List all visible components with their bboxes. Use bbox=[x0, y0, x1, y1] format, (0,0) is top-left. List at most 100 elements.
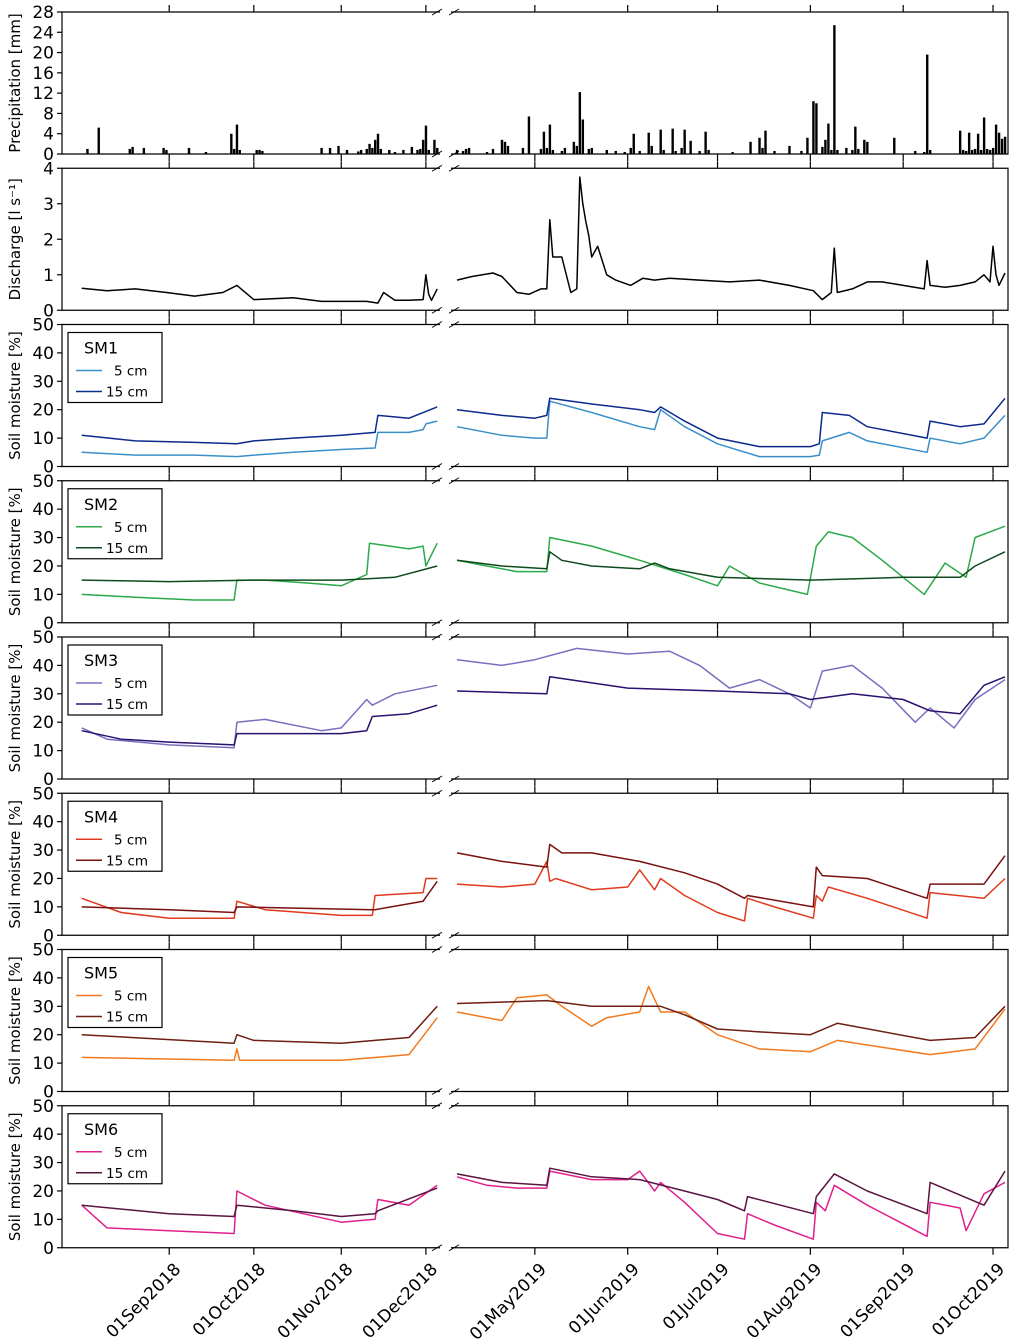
precipitation-bar bbox=[187, 147, 191, 154]
precipitation-bar bbox=[485, 151, 489, 154]
precipitation-bar bbox=[961, 149, 965, 154]
axis-break-mark bbox=[448, 463, 460, 470]
precipitation-bar bbox=[659, 129, 662, 154]
y-tick-label: 20 bbox=[32, 1182, 54, 1202]
axis-break-marks bbox=[431, 164, 460, 314]
axis-break-mark bbox=[448, 477, 460, 485]
precipitation-bar bbox=[255, 149, 258, 154]
precipitation-bar bbox=[235, 124, 239, 154]
precipitation-bar bbox=[376, 133, 380, 154]
series-segment bbox=[456, 999, 1006, 1042]
precipitation-bar bbox=[503, 141, 507, 154]
precipitation-bar bbox=[830, 149, 833, 154]
precipitation-bar bbox=[704, 131, 707, 154]
axis-break-mark bbox=[448, 789, 460, 797]
y-tick-label: 40 bbox=[32, 500, 54, 520]
precipitation-bar bbox=[527, 116, 531, 154]
legend: SM2 5 cm 15 cm bbox=[67, 488, 163, 560]
precipitation-bar bbox=[545, 147, 549, 154]
y-tick-label: 40 bbox=[32, 344, 54, 364]
y-tick-label: 2 bbox=[43, 230, 54, 250]
y-tick-label: 0 bbox=[43, 1083, 54, 1103]
series-line-2 bbox=[81, 397, 1006, 448]
precipitation-bar bbox=[590, 147, 594, 154]
axes-frame-right-segment bbox=[451, 636, 1009, 780]
axis-break-marks bbox=[431, 8, 460, 158]
precipitation-bar bbox=[821, 146, 824, 154]
y-axis-label: Soil moisture [%] bbox=[6, 956, 24, 1085]
axes-frame-left-segment bbox=[61, 323, 440, 468]
axis-break-mark bbox=[448, 1244, 460, 1252]
legend-label: 5 cm bbox=[114, 1145, 147, 1161]
y-tick-label: 1 bbox=[43, 266, 54, 286]
y-tick-label: 20 bbox=[32, 44, 54, 64]
y-tick-label: 30 bbox=[32, 372, 54, 392]
axis-break-mark bbox=[431, 306, 443, 314]
y-tick-label: 0 bbox=[43, 458, 54, 478]
series-line-1 bbox=[81, 985, 1006, 1062]
y-tick-label: 50 bbox=[32, 472, 54, 492]
precipitation-bar bbox=[854, 126, 857, 154]
legend: SM5 5 cm 15 cm bbox=[67, 956, 163, 1029]
precipitation-bar bbox=[836, 149, 839, 154]
precipitation-bar bbox=[914, 150, 917, 154]
legend-label: 5 cm bbox=[114, 989, 147, 1005]
panel-2: 0 1 2 3 4 Discharge [l s⁻¹] bbox=[6, 159, 1009, 321]
y-tick-label: 0 bbox=[43, 770, 54, 790]
precipitation-bar bbox=[674, 150, 677, 154]
legend-label: 15 cm bbox=[106, 541, 148, 557]
legend-label: 15 cm bbox=[106, 1166, 148, 1182]
precipitation-bar bbox=[551, 149, 555, 154]
precipitation-bar bbox=[365, 148, 368, 154]
series-line-1 bbox=[81, 647, 1006, 749]
series-segment bbox=[81, 274, 438, 304]
x-tick-labels: 01Sep2018 01Oct2018 01Nov2018 01Dec2018 01Ma… bbox=[103, 1260, 1010, 1339]
axes-frame-right-segment bbox=[451, 948, 1009, 1093]
precipitation-bar bbox=[162, 147, 165, 154]
precipitation-bar bbox=[548, 124, 552, 154]
precipitation-bar bbox=[467, 147, 471, 154]
precipitation-bar bbox=[812, 101, 815, 154]
y-tick-label: 30 bbox=[32, 1154, 54, 1174]
y-tick-label: 10 bbox=[32, 898, 54, 918]
precipitation-bar bbox=[578, 92, 582, 154]
precipitation-bar bbox=[773, 150, 776, 154]
precipitation-bar bbox=[421, 139, 425, 154]
axis-break-mark bbox=[448, 633, 460, 641]
legend-label: 5 cm bbox=[114, 832, 147, 848]
precipitation-bar bbox=[851, 149, 854, 154]
precipitation-bar bbox=[683, 129, 686, 154]
panel-5: 0 10 20 30 40 50 Soil moisture [%] SM3 5 cm 15 cm bbox=[6, 628, 1009, 790]
legend-label: 15 cm bbox=[106, 697, 148, 713]
series-segment bbox=[81, 420, 438, 458]
series-line-2 bbox=[81, 551, 1006, 583]
x-tick-label: 01Dec2018 bbox=[359, 1260, 442, 1339]
precipitation-bar bbox=[866, 141, 869, 154]
y-tick-label: 4 bbox=[43, 125, 54, 145]
axes-frame bbox=[61, 792, 1009, 936]
precipitation-bar bbox=[587, 148, 591, 154]
y-tick-label: 40 bbox=[32, 813, 54, 833]
axis-break-mark bbox=[448, 8, 460, 16]
axis-break-mark bbox=[431, 1088, 443, 1095]
precipitation-bar bbox=[230, 133, 233, 154]
precipitation-bar bbox=[632, 133, 635, 154]
precipitation-bar bbox=[261, 150, 264, 154]
y-tick-label: 50 bbox=[32, 1097, 54, 1117]
panel-8: 0 10 20 30 40 50 Soil moisture [%] SM6 5 cm 15 cm bbox=[6, 1097, 1009, 1259]
axes-frame-right-segment bbox=[451, 1105, 1009, 1249]
precipitation-bar bbox=[605, 149, 608, 154]
precipitation-bar bbox=[707, 149, 710, 154]
legend-title: SM1 bbox=[84, 339, 118, 358]
precipitation-bar bbox=[427, 149, 430, 154]
precipitation-bar bbox=[761, 147, 764, 154]
precipitation-bar bbox=[698, 150, 701, 154]
precipitation-bar bbox=[988, 149, 992, 154]
precipitation-bar bbox=[461, 150, 465, 154]
precipitation-bar bbox=[958, 130, 962, 154]
axis-break-mark bbox=[431, 321, 443, 328]
precipitation-bar bbox=[970, 149, 974, 154]
axis-break-mark bbox=[431, 931, 443, 939]
